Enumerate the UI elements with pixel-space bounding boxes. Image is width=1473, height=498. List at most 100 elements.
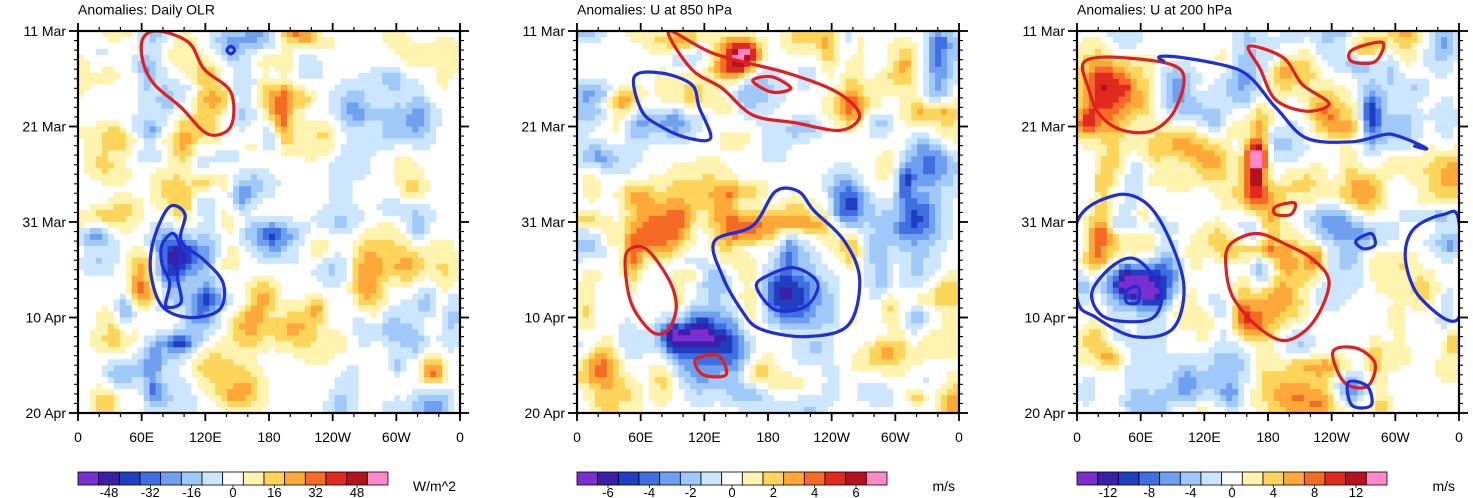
field-cell bbox=[292, 162, 300, 169]
field-cell bbox=[185, 269, 193, 277]
field-cell bbox=[768, 42, 775, 50]
field-cell bbox=[83, 54, 91, 62]
field-cell bbox=[215, 108, 222, 116]
field-cell bbox=[304, 227, 312, 235]
field-cell bbox=[233, 299, 240, 307]
field-cell bbox=[394, 90, 401, 98]
field-cell bbox=[119, 305, 127, 313]
field-cell bbox=[696, 66, 703, 74]
field-cell bbox=[269, 114, 276, 122]
field-cell bbox=[215, 341, 222, 348]
field-cell bbox=[400, 293, 407, 301]
field-cell bbox=[286, 281, 294, 289]
field-cell bbox=[137, 162, 145, 169]
field-cell bbox=[298, 150, 306, 157]
field-cell bbox=[370, 54, 378, 62]
field-cell bbox=[400, 275, 407, 283]
field-cell bbox=[304, 31, 312, 38]
field-cell bbox=[209, 353, 216, 360]
field-cell bbox=[101, 192, 109, 199]
field-cell bbox=[227, 60, 234, 68]
field-cell bbox=[227, 401, 234, 408]
field-cell bbox=[263, 407, 270, 413]
field-cell bbox=[215, 102, 222, 110]
field-cell bbox=[119, 233, 127, 241]
field-cell bbox=[917, 42, 924, 50]
field-cell bbox=[197, 36, 204, 44]
field-cell bbox=[442, 198, 449, 205]
field-cell bbox=[376, 305, 384, 313]
field-cell bbox=[310, 180, 318, 187]
field-cell bbox=[191, 389, 198, 396]
field-cell bbox=[269, 180, 276, 187]
field-cell bbox=[191, 210, 198, 217]
field-cell bbox=[131, 377, 139, 384]
field-cell bbox=[454, 60, 460, 68]
field-cell bbox=[269, 84, 276, 92]
field-cell bbox=[125, 120, 133, 128]
field-cell bbox=[424, 377, 431, 384]
field-cell bbox=[346, 31, 354, 38]
field-cell bbox=[424, 275, 431, 283]
field-cell bbox=[418, 156, 425, 163]
field-cell bbox=[436, 383, 443, 390]
field-cell bbox=[179, 126, 187, 134]
field-cell bbox=[334, 66, 342, 74]
field-cell bbox=[358, 287, 366, 295]
field-cell bbox=[328, 96, 336, 104]
field-cell bbox=[310, 341, 318, 348]
field-cell bbox=[292, 174, 300, 181]
field-cell bbox=[119, 168, 127, 175]
field-cell bbox=[83, 108, 91, 116]
field-cell bbox=[161, 323, 169, 331]
field-cell bbox=[197, 156, 204, 163]
field-cell bbox=[768, 60, 775, 68]
field-cell bbox=[269, 365, 276, 372]
field-cell bbox=[221, 102, 228, 110]
field-cell bbox=[328, 401, 336, 408]
field-cell bbox=[167, 347, 175, 354]
field-cell bbox=[185, 210, 193, 217]
field-cell bbox=[382, 365, 389, 372]
field-cell bbox=[412, 48, 419, 56]
field-cell bbox=[672, 48, 680, 56]
field-cell bbox=[125, 132, 133, 140]
field-cell bbox=[684, 42, 692, 50]
field-cell bbox=[370, 84, 378, 92]
field-cell bbox=[358, 335, 366, 342]
field-cell bbox=[215, 371, 222, 378]
field-cell bbox=[239, 31, 246, 38]
field-cell bbox=[203, 60, 210, 68]
field-cell bbox=[185, 281, 193, 289]
field-cell bbox=[436, 341, 443, 348]
field-cell bbox=[215, 210, 222, 217]
field-cell bbox=[773, 54, 781, 62]
field-cell bbox=[821, 31, 829, 38]
field-cell bbox=[203, 251, 210, 259]
field-cell bbox=[316, 275, 324, 283]
field-cell bbox=[227, 114, 234, 122]
field-cell bbox=[239, 126, 246, 134]
field-cell bbox=[418, 245, 425, 253]
field-cell bbox=[424, 335, 431, 342]
field-cell bbox=[442, 216, 449, 223]
field-cell bbox=[388, 42, 395, 50]
field-cell bbox=[107, 395, 115, 402]
field-cell bbox=[821, 42, 829, 50]
field-cell bbox=[191, 275, 198, 283]
field-cell bbox=[233, 186, 240, 193]
field-cell bbox=[797, 84, 805, 92]
field-cell bbox=[107, 347, 115, 354]
field-cell bbox=[726, 78, 733, 86]
field-cell bbox=[119, 347, 127, 354]
field-cell bbox=[923, 84, 930, 92]
field-cell bbox=[454, 377, 460, 384]
field-cell bbox=[406, 275, 413, 283]
field-cell bbox=[203, 42, 210, 50]
field-cell bbox=[143, 174, 151, 181]
field-cell bbox=[702, 42, 709, 50]
field-cell bbox=[684, 66, 692, 74]
field-cell bbox=[935, 78, 942, 86]
field-cell bbox=[239, 395, 246, 402]
field-cell bbox=[328, 305, 336, 313]
